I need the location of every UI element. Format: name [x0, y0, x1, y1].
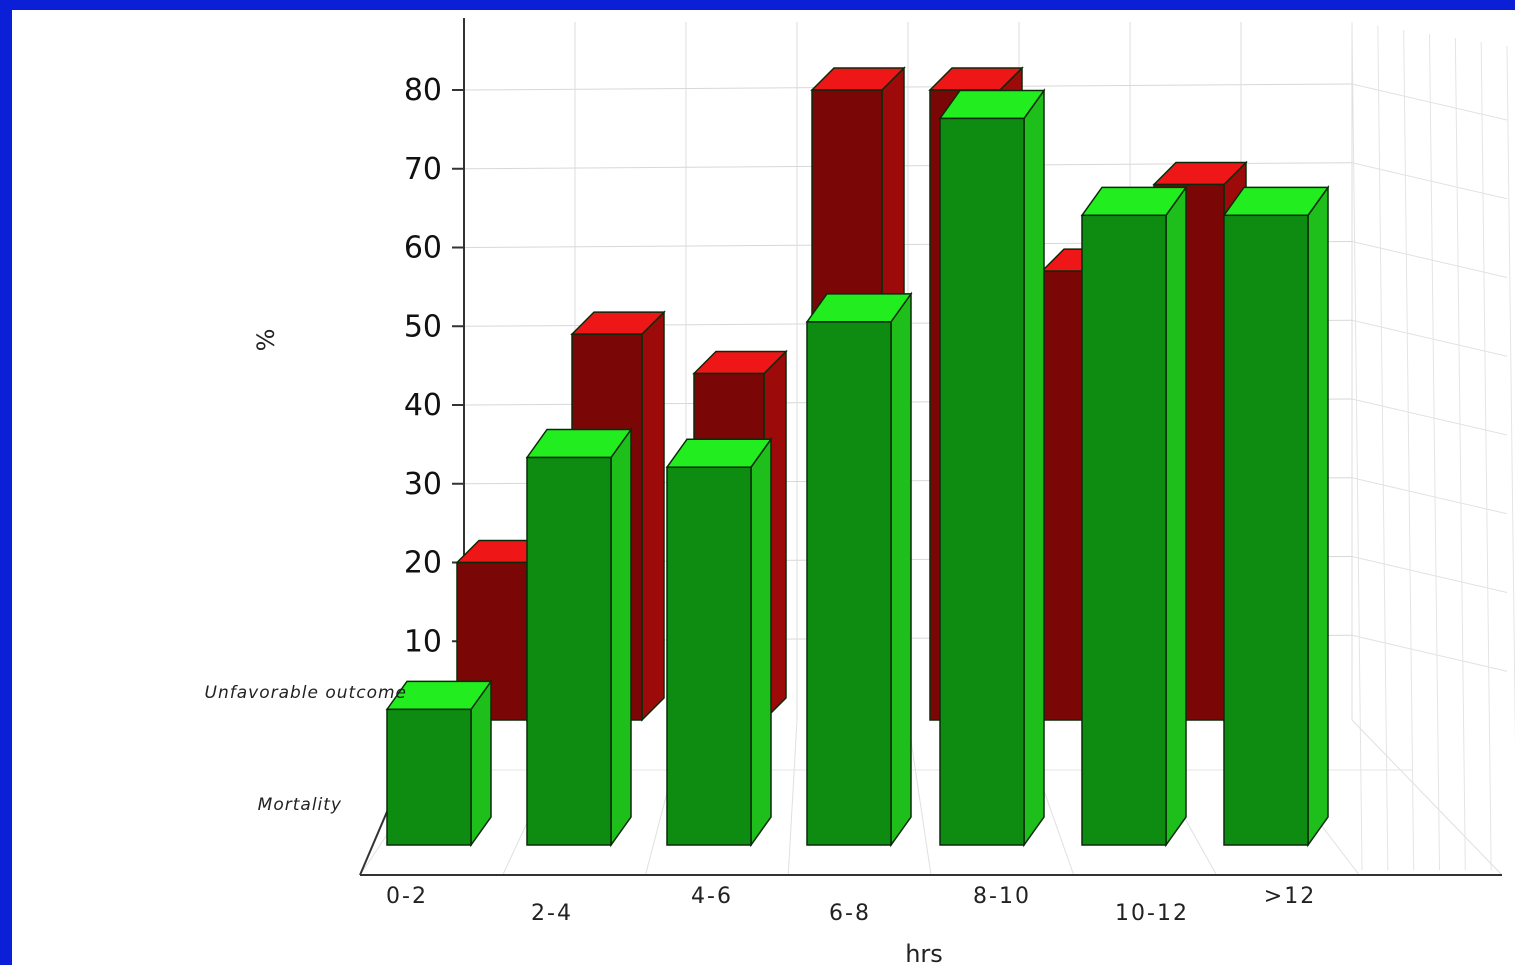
axis-labels: 10 20 30 40 50 60 70 80 0-2 2-4 4-6 6-8 8-10 10-12 >12…	[205, 73, 1316, 965]
gridline-side-v	[1480, 41, 1492, 871]
gridline-side	[1351, 83, 1508, 121]
y-tick-label: 20	[404, 546, 442, 581]
bar-side	[750, 436, 772, 848]
bar-side	[1165, 184, 1187, 848]
y-axis-title: %	[252, 329, 280, 352]
bar-front	[526, 456, 612, 846]
gridline-side-v	[1506, 45, 1515, 747]
gridline-side	[1351, 556, 1508, 593]
gridline-side	[1351, 634, 1508, 672]
series-label-unfavorable: Unfavorable outcome	[205, 683, 407, 703]
gridline-side	[1351, 162, 1508, 200]
gridline-side-v	[1403, 29, 1415, 871]
y-tick-label: 60	[404, 231, 442, 266]
gridline-side-v	[1351, 21, 1363, 871]
mortality-bars	[385, 88, 1330, 848]
mortality-bar-6-8	[805, 291, 913, 848]
bar-side	[890, 291, 912, 848]
x-axis-title: hrs	[905, 940, 943, 965]
floor-gridline	[1351, 719, 1503, 876]
y-tick-label: 30	[404, 467, 442, 502]
x-tick-label: 0-2	[386, 884, 428, 909]
bar-side	[610, 427, 632, 848]
x-tick-label: 4-6	[691, 884, 733, 909]
mortality-bar-4-6	[665, 436, 773, 848]
gridline-side-v	[1377, 25, 1389, 871]
bar-front	[386, 708, 472, 846]
y-tick-label: 70	[404, 152, 442, 187]
gridline-side	[1351, 477, 1508, 515]
y-tick-label: 50	[404, 309, 442, 344]
gridline-side	[1351, 319, 1508, 357]
series-label-mortality: Mortality	[258, 795, 342, 815]
y-tick-label: 80	[404, 73, 442, 108]
bar-front	[1081, 214, 1167, 846]
bar-chart-3d: 10 20 30 40 50 60 70 80 0-2 2-4 4-6 6-8 8-10 10-12 >12…	[205, 18, 1515, 965]
bar-front	[1223, 214, 1309, 846]
gridline-side-v	[1429, 33, 1440, 871]
y-tick-label: 40	[404, 388, 442, 423]
bar-side	[1307, 184, 1329, 848]
y-tick-label: 10	[404, 624, 442, 659]
x-tick-label: >12	[1264, 884, 1316, 909]
floor-gridline	[787, 719, 798, 876]
floor-gridline	[907, 719, 932, 876]
gridline-side	[1351, 398, 1508, 436]
mortality-bar-8-10	[938, 88, 1046, 848]
bar-side	[641, 310, 665, 722]
bar-front	[806, 321, 892, 846]
x-tick-label: 6-8	[829, 901, 871, 926]
bar-side	[1023, 88, 1045, 848]
chart-frame: 10 20 30 40 50 60 70 80 0-2 2-4 4-6 6-8 8-10 10-12 >12…	[12, 10, 1515, 965]
x-tick-label: 2-4	[531, 901, 573, 926]
mortality-bar-10-12	[1080, 184, 1188, 848]
mortality-bar-2-4	[525, 427, 633, 848]
bar-front	[939, 117, 1025, 846]
gridline-side-v	[1454, 37, 1466, 871]
bar-front	[666, 466, 752, 846]
gridline-side	[1351, 241, 1508, 278]
mortality-bar-0-2	[385, 679, 493, 848]
x-tick-label: 8-10	[973, 884, 1031, 909]
x-tick-label: 10-12	[1115, 901, 1189, 926]
mortality-bar->12	[1222, 184, 1330, 848]
